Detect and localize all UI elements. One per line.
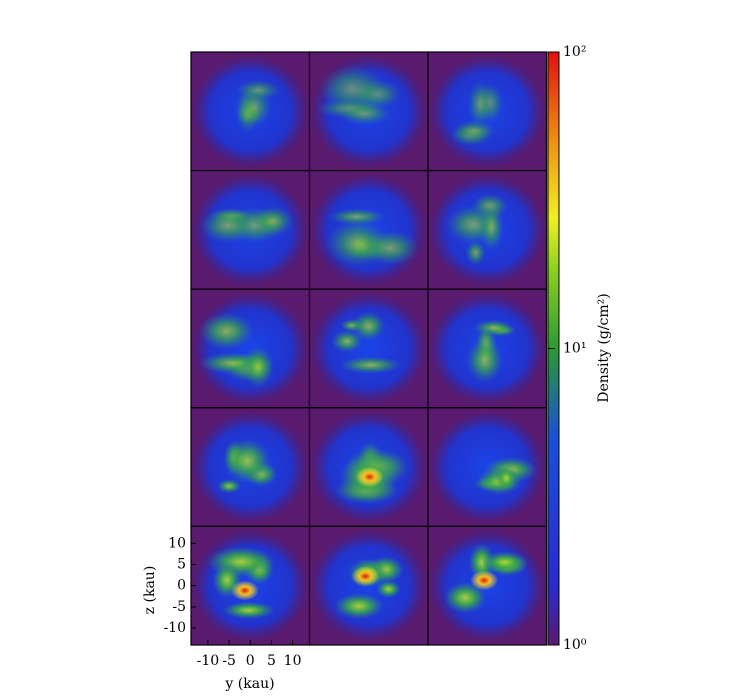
panel-core (351, 566, 380, 587)
y-tick-label: -5 (172, 599, 186, 615)
panel-filament (198, 312, 255, 350)
x-tick-label: -10 (197, 653, 220, 669)
x-tick-label: 5 (267, 653, 276, 669)
panel-filament (331, 329, 363, 353)
panel-filament (467, 81, 492, 127)
panel-filament (351, 311, 386, 341)
colorbar-tick-label: 10² (563, 44, 586, 60)
colorbar-tick-label: 10⁰ (563, 637, 587, 653)
panel-filament (443, 581, 487, 614)
panel-core (230, 580, 259, 601)
panel-core (470, 570, 499, 591)
panel-filament (252, 206, 294, 237)
panel-filament (339, 356, 402, 374)
panel-filament (222, 601, 276, 619)
y-tick-label: 5 (177, 557, 186, 573)
panel-filament (235, 79, 281, 101)
x-tick-label: 0 (246, 653, 255, 669)
panel-filament (481, 551, 529, 574)
panel-filament (200, 207, 255, 244)
panel-filament (242, 346, 275, 388)
panels (190, 51, 548, 646)
y-axis-label: z (kau) (142, 566, 158, 615)
panel-filament (223, 438, 271, 484)
panel-core (355, 466, 384, 487)
panel-filament (376, 580, 401, 599)
panel-filament (328, 208, 386, 226)
panel-filament (452, 120, 496, 141)
panel-blob (309, 291, 428, 406)
panel-filament (334, 592, 385, 620)
panel-filament (217, 478, 242, 494)
panel-filament (479, 203, 504, 251)
panel-filament (337, 102, 392, 125)
x-tick-label: 10 (284, 653, 302, 669)
colorbar-label: Density (g/cm²) (596, 293, 612, 403)
y-tick-label: 10 (168, 535, 186, 551)
y-tick-label: 0 (177, 578, 186, 594)
panel-filament (361, 230, 419, 266)
panel-filament (466, 337, 504, 384)
x-axis-label: y (kau) (224, 676, 274, 692)
panel-filament (465, 240, 486, 266)
panel-filament (495, 465, 518, 491)
panel-blob (191, 291, 310, 406)
panel-frame (427, 525, 548, 646)
y-tick-label: -10 (163, 620, 186, 636)
x-tick-label: -5 (222, 653, 236, 669)
colorbar-tick-label: 10¹ (563, 341, 586, 357)
